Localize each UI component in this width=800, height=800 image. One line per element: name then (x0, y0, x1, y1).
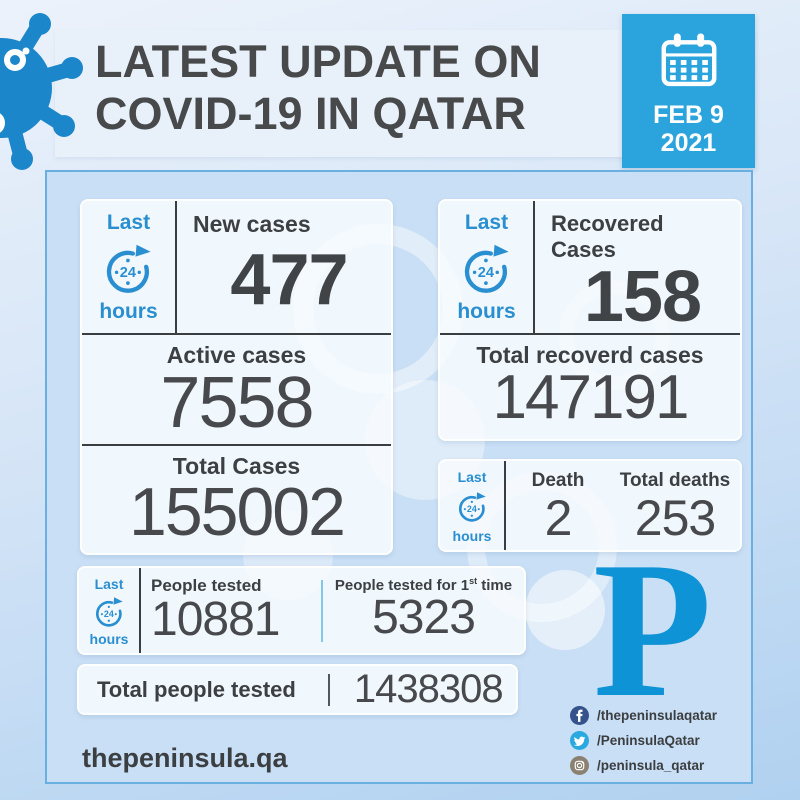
last-24-hours-badge: Last hours (457, 211, 516, 323)
new-cases-label: New cases (193, 211, 311, 237)
total-recovered-value: 147191 (492, 363, 690, 432)
divider (82, 444, 391, 446)
divider (321, 579, 323, 642)
divider (504, 461, 506, 550)
people-tested: People tested 10881 (141, 568, 321, 653)
cases-card: Last hours New cases 477 Active cases 75… (80, 199, 393, 555)
clock-24-icon (460, 241, 514, 295)
people-tested-first-time: People tested for 1st time 5323 (323, 568, 524, 653)
facebook-link[interactable]: /thepeninsulaqatar (570, 706, 717, 725)
stats-panel: Last hours New cases 477 Active cases 75… (45, 170, 753, 784)
page-title: LATEST UPDATE ON COVID-19 IN QATAR (95, 36, 541, 140)
total-tested-value: 1438308 (353, 667, 504, 711)
page-title-line1: LATEST UPDATE ON (95, 36, 541, 87)
page-title-line2: COVID-19 IN QATAR (95, 88, 526, 140)
clock-24-icon (102, 241, 156, 295)
total-cases-value: 155002 (129, 474, 346, 550)
date-card: FEB 9 2021 (622, 14, 755, 168)
social-links: /thepeninsulaqatar /PeninsulaQatar /peni… (570, 706, 717, 775)
total-tested-label: Total people tested (97, 676, 296, 702)
total-cases-label: Total Cases (172, 453, 301, 479)
testing-card: Last hours People tested 10881 People te… (77, 566, 526, 655)
instagram-icon (570, 756, 589, 775)
twitter-link[interactable]: /PeninsulaQatar (570, 731, 717, 750)
recovered-card: Last hours Recovered Cases 158 Total rec… (438, 199, 742, 441)
new-cases-value: 477 (230, 240, 348, 321)
total-deaths-value: 253 (634, 490, 716, 546)
divider (327, 673, 330, 706)
divider (139, 568, 141, 653)
recovered-cases-label: Recovered Cases (551, 211, 664, 262)
deaths-label: Death (531, 470, 585, 491)
divider (440, 333, 740, 335)
social-handle: /thepeninsulaqatar (597, 708, 718, 723)
date-text: FEB 9 2021 (653, 101, 724, 157)
deaths-card: Last hours Death 2 Total deaths 253 (438, 459, 742, 552)
deaths-new: Death 2 (506, 461, 610, 550)
recovered-cases-value: 158 (583, 257, 702, 337)
clock-24-icon (458, 490, 487, 522)
total-recovered-label: Total recoverd cases (476, 342, 704, 368)
social-handle: /peninsula_qatar (597, 758, 705, 773)
peninsula-logo: P (592, 522, 713, 738)
virus-icon (0, 13, 83, 170)
last-24-hours-badge: Last hours (89, 576, 129, 647)
instagram-link[interactable]: /peninsula_qatar (570, 756, 717, 775)
deaths-value: 2 (544, 490, 573, 546)
clock-24-icon (95, 595, 124, 627)
deaths-total: Total deaths 253 (610, 461, 740, 550)
social-handle: /PeninsulaQatar (597, 733, 700, 748)
divider (533, 201, 535, 333)
active-cases-value: 7558 (160, 363, 314, 443)
total-tested-card: Total people tested 1438308 (77, 664, 518, 715)
last-24-hours-badge: Last hours (99, 211, 158, 323)
active-cases-label: Active cases (166, 342, 307, 368)
divider (175, 201, 177, 333)
first-time-value: 5323 (372, 591, 476, 644)
divider (82, 333, 391, 335)
last-24-hours-badge: Last hours (452, 469, 492, 544)
people-tested-label: People tested (151, 576, 262, 595)
people-tested-value: 10881 (151, 593, 280, 646)
website-link[interactable]: thepeninsula.qa (82, 743, 288, 773)
first-time-label: People tested for 1st time (334, 576, 513, 594)
facebook-icon (570, 706, 589, 725)
calendar-icon (661, 33, 716, 87)
twitter-icon (570, 731, 589, 750)
total-deaths-label: Total deaths (619, 470, 731, 491)
